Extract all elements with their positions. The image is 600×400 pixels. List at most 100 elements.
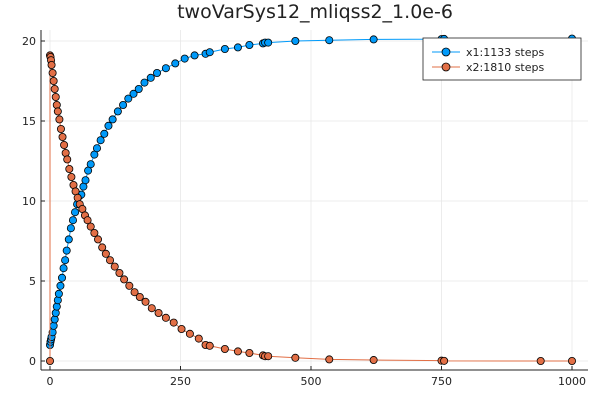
data-point xyxy=(161,313,170,322)
data-point xyxy=(94,235,103,244)
data-point xyxy=(58,273,67,282)
data-point xyxy=(291,353,300,362)
data-point xyxy=(83,216,92,225)
data-point xyxy=(60,140,69,149)
data-point xyxy=(130,288,139,297)
legend-label: x1:1133 steps xyxy=(466,46,544,59)
data-point xyxy=(220,45,229,54)
data-point xyxy=(125,281,134,290)
data-point xyxy=(81,176,90,185)
data-point xyxy=(369,35,378,44)
data-point xyxy=(233,347,242,356)
data-point xyxy=(59,264,68,273)
data-point xyxy=(52,101,61,110)
data-point xyxy=(135,292,144,301)
axes xyxy=(40,30,588,371)
data-point xyxy=(98,243,107,252)
x-tick-label: 250 xyxy=(170,375,191,388)
y-tick-label: 15 xyxy=(22,115,36,128)
data-point xyxy=(86,160,95,169)
data-point xyxy=(177,324,186,333)
data-point xyxy=(49,77,58,86)
data-point xyxy=(52,302,61,311)
data-point xyxy=(161,64,170,73)
data-point xyxy=(194,334,203,343)
data-point xyxy=(129,89,138,98)
y-tick-label: 20 xyxy=(22,35,36,48)
data-point xyxy=(100,129,109,138)
data-point xyxy=(104,121,113,130)
data-point xyxy=(90,228,99,237)
data-point xyxy=(171,59,180,68)
tick-labels: 0 250 500 750 1000 0 5 10 15 20 xyxy=(22,35,586,388)
data-point xyxy=(63,155,72,164)
data-point xyxy=(58,132,67,141)
data-point xyxy=(536,356,545,365)
data-point xyxy=(106,256,115,265)
legend: x1:1133 steps x2:1810 steps xyxy=(422,37,582,81)
data-point xyxy=(65,164,74,173)
data-point xyxy=(55,115,64,124)
data-point xyxy=(233,43,242,52)
legend-marker xyxy=(441,47,451,57)
data-point xyxy=(54,289,63,298)
data-point xyxy=(325,355,334,364)
data-point xyxy=(108,115,117,124)
data-point xyxy=(119,101,128,110)
data-point xyxy=(48,69,57,78)
data-point xyxy=(264,352,273,361)
data-point xyxy=(180,54,189,63)
data-point xyxy=(68,216,77,225)
data-point xyxy=(440,356,449,365)
data-point xyxy=(61,256,70,265)
data-point xyxy=(153,69,162,78)
data-point xyxy=(66,224,75,233)
y-tick-label: 5 xyxy=(29,275,36,288)
data-point xyxy=(49,321,58,330)
data-point xyxy=(169,318,178,327)
data-point xyxy=(245,41,254,50)
data-point xyxy=(568,356,577,365)
data-point xyxy=(325,36,334,45)
data-point xyxy=(46,356,55,365)
x-tick-label: 1000 xyxy=(558,375,586,388)
data-point xyxy=(113,107,122,116)
data-point xyxy=(124,94,133,103)
data-point xyxy=(291,37,300,46)
data-point xyxy=(141,297,150,306)
legend-box xyxy=(422,37,582,81)
chart-title: twoVarSys12_mliqss2_1.0e-6 xyxy=(177,1,453,23)
x-tick-label: 500 xyxy=(301,375,322,388)
data-point xyxy=(190,51,199,60)
data-point xyxy=(205,341,214,350)
data-point xyxy=(120,275,129,284)
data-point xyxy=(47,61,56,70)
grid xyxy=(41,30,588,370)
data-point xyxy=(92,144,101,153)
plot-series xyxy=(46,34,577,365)
data-point xyxy=(96,136,105,145)
data-point xyxy=(140,78,149,87)
y-tick-label: 10 xyxy=(22,195,36,208)
data-point xyxy=(185,329,194,338)
data-point xyxy=(101,249,110,258)
data-point xyxy=(50,85,59,94)
data-point xyxy=(56,281,65,290)
data-point xyxy=(220,344,229,353)
data-point xyxy=(147,304,156,313)
y-tick-label: 0 xyxy=(29,355,36,368)
data-point xyxy=(62,246,71,255)
x-tick-label: 0 xyxy=(47,375,54,388)
data-point xyxy=(264,38,273,47)
data-point xyxy=(56,125,65,134)
data-point xyxy=(53,107,62,116)
data-point xyxy=(154,308,163,317)
data-point xyxy=(205,48,214,57)
data-point xyxy=(64,235,73,244)
x-tick-label: 750 xyxy=(431,375,452,388)
legend-label: x2:1810 steps xyxy=(466,61,544,74)
data-point xyxy=(53,296,62,305)
data-point xyxy=(86,222,95,231)
data-point xyxy=(71,208,80,217)
